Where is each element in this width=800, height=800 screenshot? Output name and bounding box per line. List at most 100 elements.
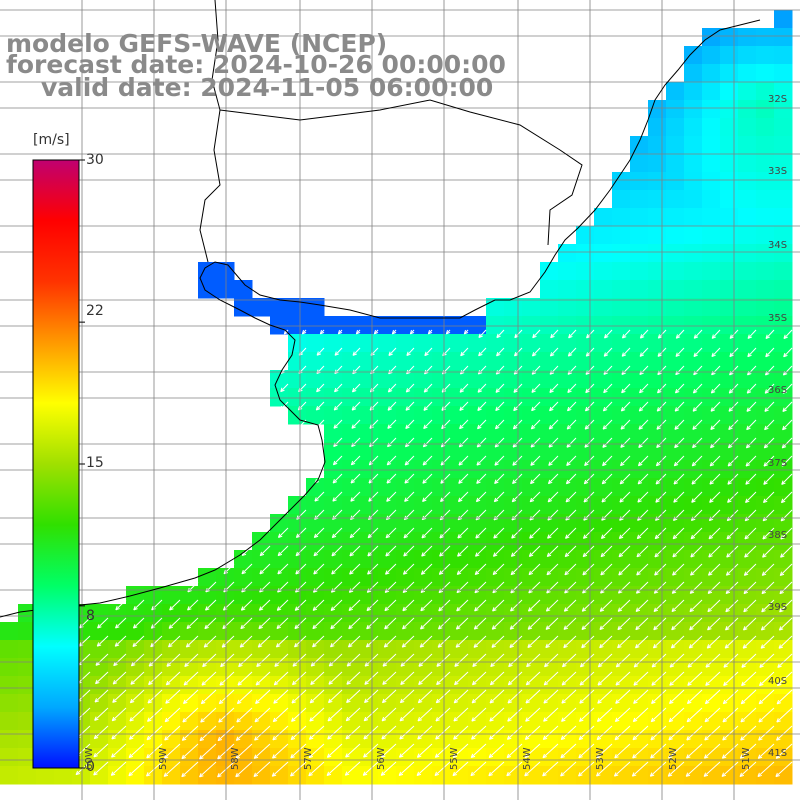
wind-speed-cell <box>612 370 631 389</box>
wind-arrow <box>277 527 289 538</box>
wind-speed-cell <box>594 766 613 785</box>
wind-arrow <box>457 491 469 503</box>
wind-arrow <box>347 635 361 648</box>
wind-speed-cell <box>648 118 667 137</box>
wind-speed-cell <box>378 658 397 677</box>
wind-speed-cell <box>234 640 253 659</box>
wind-speed-cell <box>360 424 379 443</box>
wind-arrow <box>333 437 343 447</box>
wind-speed-cell <box>126 730 145 749</box>
wind-speed-cell <box>414 478 433 497</box>
wind-arrow <box>367 527 379 539</box>
wind-speed-cell <box>288 568 307 587</box>
wind-arrow <box>653 617 667 631</box>
wind-speed-cell <box>18 640 37 659</box>
wind-speed-cell <box>756 496 775 515</box>
wind-speed-cell <box>486 460 505 479</box>
wind-arrow <box>391 329 397 335</box>
wind-speed-cell <box>324 496 343 515</box>
wind-speed-cell <box>774 406 793 425</box>
wind-arrow <box>277 563 289 575</box>
wind-speed-cell <box>738 100 757 119</box>
wind-speed-cell <box>360 622 379 641</box>
wind-speed-cell <box>360 370 379 389</box>
wind-arrow <box>218 689 235 705</box>
wind-speed-cell <box>756 28 775 47</box>
wind-speed-cell <box>594 388 613 407</box>
wind-speed-cell <box>774 298 793 317</box>
lon-label: 55W <box>449 747 460 770</box>
wind-arrow <box>763 437 775 449</box>
wind-speed-cell <box>324 514 343 533</box>
wind-arrow <box>128 743 145 759</box>
wind-speed-cell <box>180 730 199 749</box>
wind-speed-cell <box>360 730 379 749</box>
wind-speed-cell <box>450 334 469 353</box>
wind-arrow <box>691 491 703 503</box>
wind-speed-cell <box>630 478 649 497</box>
wind-speed-cell <box>306 352 325 371</box>
wind-speed-cell <box>540 424 559 443</box>
wind-arrow <box>604 329 613 339</box>
wind-speed-cell <box>288 766 307 785</box>
forecast-date: forecast date: 2024-10-26 00:00:00 <box>6 50 506 79</box>
wind-arrow <box>423 383 433 393</box>
wind-speed-cell <box>612 334 631 353</box>
wind-arrow <box>337 329 343 335</box>
wind-speed-cell <box>522 460 541 479</box>
wind-speed-cell <box>756 730 775 749</box>
wind-arrow <box>560 725 577 741</box>
wind-speed-cell <box>108 730 127 749</box>
wind-speed-cell <box>774 586 793 605</box>
wind-arrow <box>255 671 271 686</box>
wind-speed-cell <box>540 514 559 533</box>
wind-arrow <box>550 329 559 339</box>
wind-speed-cell <box>432 604 451 623</box>
wind-arrow <box>524 761 541 777</box>
wind-speed-cell <box>630 316 649 335</box>
wind-arrow <box>675 347 685 357</box>
wind-speed-cell <box>432 532 451 551</box>
wind-arrow <box>295 545 307 557</box>
wind-arrow <box>526 653 541 668</box>
wind-arrow <box>745 473 757 485</box>
wind-speed-cell <box>738 154 757 173</box>
wind-speed-cell <box>756 262 775 281</box>
wind-arrow <box>524 743 541 759</box>
wind-arrow <box>637 509 649 521</box>
wind-arrow <box>381 725 397 740</box>
wind-arrow <box>308 743 325 759</box>
wind-speed-cell <box>756 244 775 263</box>
wind-speed-cell <box>180 748 199 767</box>
wind-arrow <box>459 401 469 411</box>
wind-arrow <box>778 635 793 649</box>
wind-arrow <box>674 383 685 394</box>
wind-arrow <box>181 743 199 760</box>
wind-speed-cell <box>630 748 649 767</box>
wind-arrow <box>348 599 361 612</box>
wind-speed-cell <box>108 712 127 731</box>
wind-arrow <box>277 545 289 557</box>
wind-speed-cell <box>450 676 469 695</box>
wind-arrow <box>566 419 577 430</box>
wind-arrow <box>543 707 559 722</box>
wind-arrow <box>301 329 307 335</box>
wind-arrow <box>599 617 613 631</box>
wind-speed-cell <box>252 532 271 551</box>
wind-arrow <box>579 653 595 668</box>
wind-arrow <box>164 707 181 723</box>
wind-speed-cell <box>774 334 793 353</box>
wind-speed-cell <box>414 352 433 371</box>
wind-speed-cell <box>738 748 757 767</box>
wind-speed-cell <box>198 604 217 623</box>
wind-speed-cell <box>738 442 757 461</box>
wind-arrow <box>276 599 289 611</box>
wind-arrow <box>527 599 541 612</box>
wind-speed-cell <box>432 352 451 371</box>
wind-arrow <box>546 545 559 558</box>
wind-arrow <box>507 671 523 686</box>
wind-arrow <box>147 707 163 722</box>
wind-speed-cell <box>684 190 703 209</box>
wind-speed-cell <box>684 154 703 173</box>
wind-arrow <box>602 401 613 412</box>
